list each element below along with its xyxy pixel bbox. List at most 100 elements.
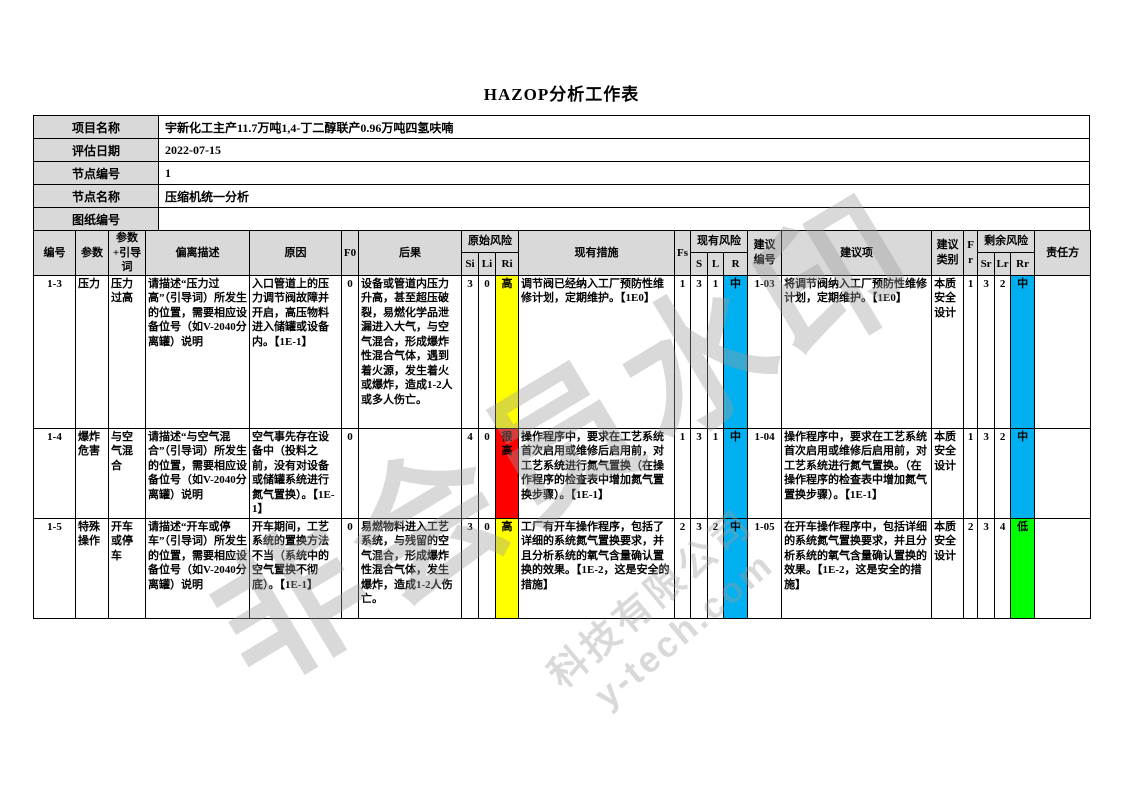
cell-rec-type: 本质安全设计	[931, 427, 965, 519]
col-header-initial-risk: 原始风险	[460, 229, 520, 254]
info-label-node-id: 节点编号	[33, 161, 159, 185]
cell-li: 0	[478, 274, 496, 429]
col-header-rec-id: 建议编号	[747, 230, 783, 276]
col-header-li: Li	[478, 252, 496, 276]
cell-recommendation: 在开车操作程序中，包括详细的系统氮气置换要求，并且分析系统的氧气含量确认置换的效…	[781, 517, 933, 619]
cell-l: 1	[707, 274, 725, 429]
col-header-id: 编号	[33, 230, 76, 276]
table-row: 1-3 压力 压力过高 请描述“压力过高”（引导词）所发生的位置，需要相应设备位…	[33, 274, 1092, 429]
cell-sr: 3	[977, 517, 996, 619]
cell-f0: 0	[341, 427, 359, 519]
col-header-deviation: 偏离描述	[145, 230, 250, 276]
cell-measures: 操作程序中，要求在工艺系统首次启用或维修后启用前，对工艺系统进行氮气置换（在操作…	[518, 427, 676, 519]
table-row: 1-5 特殊操作 开车或停车 请描述“开车或停车”（引导词）所发生的位置，需要相…	[33, 517, 1092, 619]
col-header-l: L	[707, 252, 725, 276]
info-value-project: 宇新化工主产11.7万吨1,4-丁二醇联产0.96万吨四氢呋喃	[158, 115, 1090, 139]
page-title: HAZOP分析工作表	[483, 85, 640, 104]
col-header-f0: F0	[341, 230, 359, 276]
col-header-si: Si	[461, 252, 479, 276]
cell-lr: 2	[994, 427, 1012, 519]
cell-ri-badge: 高	[494, 274, 520, 429]
cell-measures: 调节阀已经纳入工厂预防性维修计划，定期维护。【1E0】	[518, 274, 676, 429]
cell-recommendation: 将调节阀纳入工厂预防性维修计划，定期维护。【1E0】	[781, 274, 933, 429]
cell-f0: 0	[341, 517, 359, 619]
cell-fr: 1	[963, 427, 979, 519]
cell-param: 特殊操作	[75, 517, 109, 619]
cell-l: 2	[707, 517, 725, 619]
col-header-param: 参数	[75, 230, 109, 276]
info-label-project: 项目名称	[33, 115, 159, 139]
col-header-consequence: 后果	[358, 230, 462, 276]
cell-measures: 工厂有开车操作程序，包括了详细的系统氮气置换要求，并且分析系统的氧气含量确认置换…	[518, 517, 676, 619]
cell-responsible	[1034, 274, 1092, 429]
col-header-responsible: 责任方	[1034, 230, 1092, 276]
cell-ri-badge: 很高	[494, 427, 520, 519]
cell-responsible	[1034, 517, 1092, 619]
cell-rec-id: 1-03	[747, 274, 783, 429]
col-header-r: R	[723, 252, 749, 276]
cell-fr: 1	[963, 274, 979, 429]
cell-f0: 0	[341, 274, 359, 429]
cell-si: 3	[461, 517, 479, 619]
cell-rec-id: 1-05	[747, 517, 783, 619]
cell-consequence: 设备或管道内压力升高，甚至超压破裂，易燃化学品泄漏进入大气，与空气混合，形成爆炸…	[358, 274, 462, 429]
col-header-lr: Lr	[994, 252, 1012, 276]
cell-s: 3	[690, 274, 709, 429]
cell-consequence	[358, 427, 462, 519]
cell-cause: 空气事先存在设备中（投料之前，没有对设备或储罐系统进行氮气置换）。【1E-1】	[249, 427, 342, 519]
cell-rec-id: 1-04	[747, 427, 783, 519]
cell-rr-badge: 中	[1010, 274, 1036, 429]
info-label-drawing-id: 图纸编号	[33, 207, 159, 231]
cell-cause: 开车期间，工艺系统的置换方法不当（系统中的空气置换不彻底）。【1E-1】	[249, 517, 342, 619]
cell-r-badge: 中	[723, 517, 749, 619]
col-header-residual-risk: 剩余风险	[977, 229, 1036, 254]
cell-deviation: 请描述“与空气混合”（引导词）所发生的位置，需要相应设备位号（如V-2040分离…	[145, 427, 250, 519]
cell-consequence: 易燃物料进入工艺系统，与残留的空气混合，形成爆炸性混合气体，发生爆炸，造成1-2…	[358, 517, 462, 619]
info-value-drawing-id	[158, 207, 1090, 231]
col-header-sr: Sr	[977, 252, 996, 276]
cell-l: 1	[707, 427, 725, 519]
cell-lr: 4	[994, 517, 1012, 619]
cell-ri-badge: 高	[494, 517, 520, 619]
project-info-table: 项目名称 宇新化工主产11.7万吨1,4-丁二醇联产0.96万吨四氢呋喃 评估日…	[33, 115, 1090, 231]
cell-guide: 开车或停车	[108, 517, 146, 619]
cell-deviation: 请描述“压力过高”（引导词）所发生的位置，需要相应设备位号（如V-2040分离罐…	[145, 274, 250, 429]
col-header-param-guide: 参数+引导词	[108, 230, 146, 276]
cell-fr: 2	[963, 517, 979, 619]
info-label-date: 评估日期	[33, 138, 159, 162]
cell-rr-badge: 中	[1010, 427, 1036, 519]
cell-sr: 3	[977, 274, 996, 429]
col-header-rec-type: 建议类别	[931, 230, 965, 276]
info-row-date: 评估日期 2022-07-15	[33, 138, 1090, 162]
cell-s: 3	[690, 427, 709, 519]
info-label-node-name: 节点名称	[33, 184, 159, 208]
cell-fs: 2	[674, 517, 692, 619]
col-header-current-risk: 现有风险	[690, 229, 749, 254]
cell-id: 1-3	[33, 274, 76, 429]
cell-li: 0	[478, 427, 496, 519]
col-header-cause: 原因	[249, 230, 342, 276]
cell-s: 3	[690, 517, 709, 619]
cell-guide: 压力过高	[108, 274, 146, 429]
cell-r-badge: 中	[723, 274, 749, 429]
cell-rec-type: 本质安全设计	[931, 517, 965, 619]
col-header-rr: Rr	[1010, 252, 1036, 276]
hazop-analysis-table: 编号 参数 参数+引导词 偏离描述 原因 F0 后果 原始风险 现有措施 Fs …	[33, 229, 1092, 619]
info-row-node-name: 节点名称 压缩机统一分析	[33, 184, 1090, 208]
cell-si: 4	[461, 427, 479, 519]
cell-cause: 入口管道上的压力调节阀故障并开启，高压物料进入储罐或设备内。【1E-1】	[249, 274, 342, 429]
cell-rec-type: 本质安全设计	[931, 274, 965, 429]
cell-id: 1-5	[33, 517, 76, 619]
info-row-project: 项目名称 宇新化工主产11.7万吨1,4-丁二醇联产0.96万吨四氢呋喃	[33, 115, 1090, 139]
cell-fs: 1	[674, 427, 692, 519]
table-row: 1-4 爆炸危害 与空气混合 请描述“与空气混合”（引导词）所发生的位置，需要相…	[33, 427, 1092, 519]
cell-id: 1-4	[33, 427, 76, 519]
cell-recommendation: 操作程序中，要求在工艺系统首次启用或维修后启用前，对工艺系统进行氮气置换。（在操…	[781, 427, 933, 519]
info-row-drawing-id: 图纸编号	[33, 207, 1090, 231]
cell-si: 3	[461, 274, 479, 429]
cell-rr-badge: 低	[1010, 517, 1036, 619]
info-row-node-id: 节点编号 1	[33, 161, 1090, 185]
info-value-date: 2022-07-15	[158, 138, 1090, 162]
col-header-fr: Fr	[963, 230, 979, 276]
